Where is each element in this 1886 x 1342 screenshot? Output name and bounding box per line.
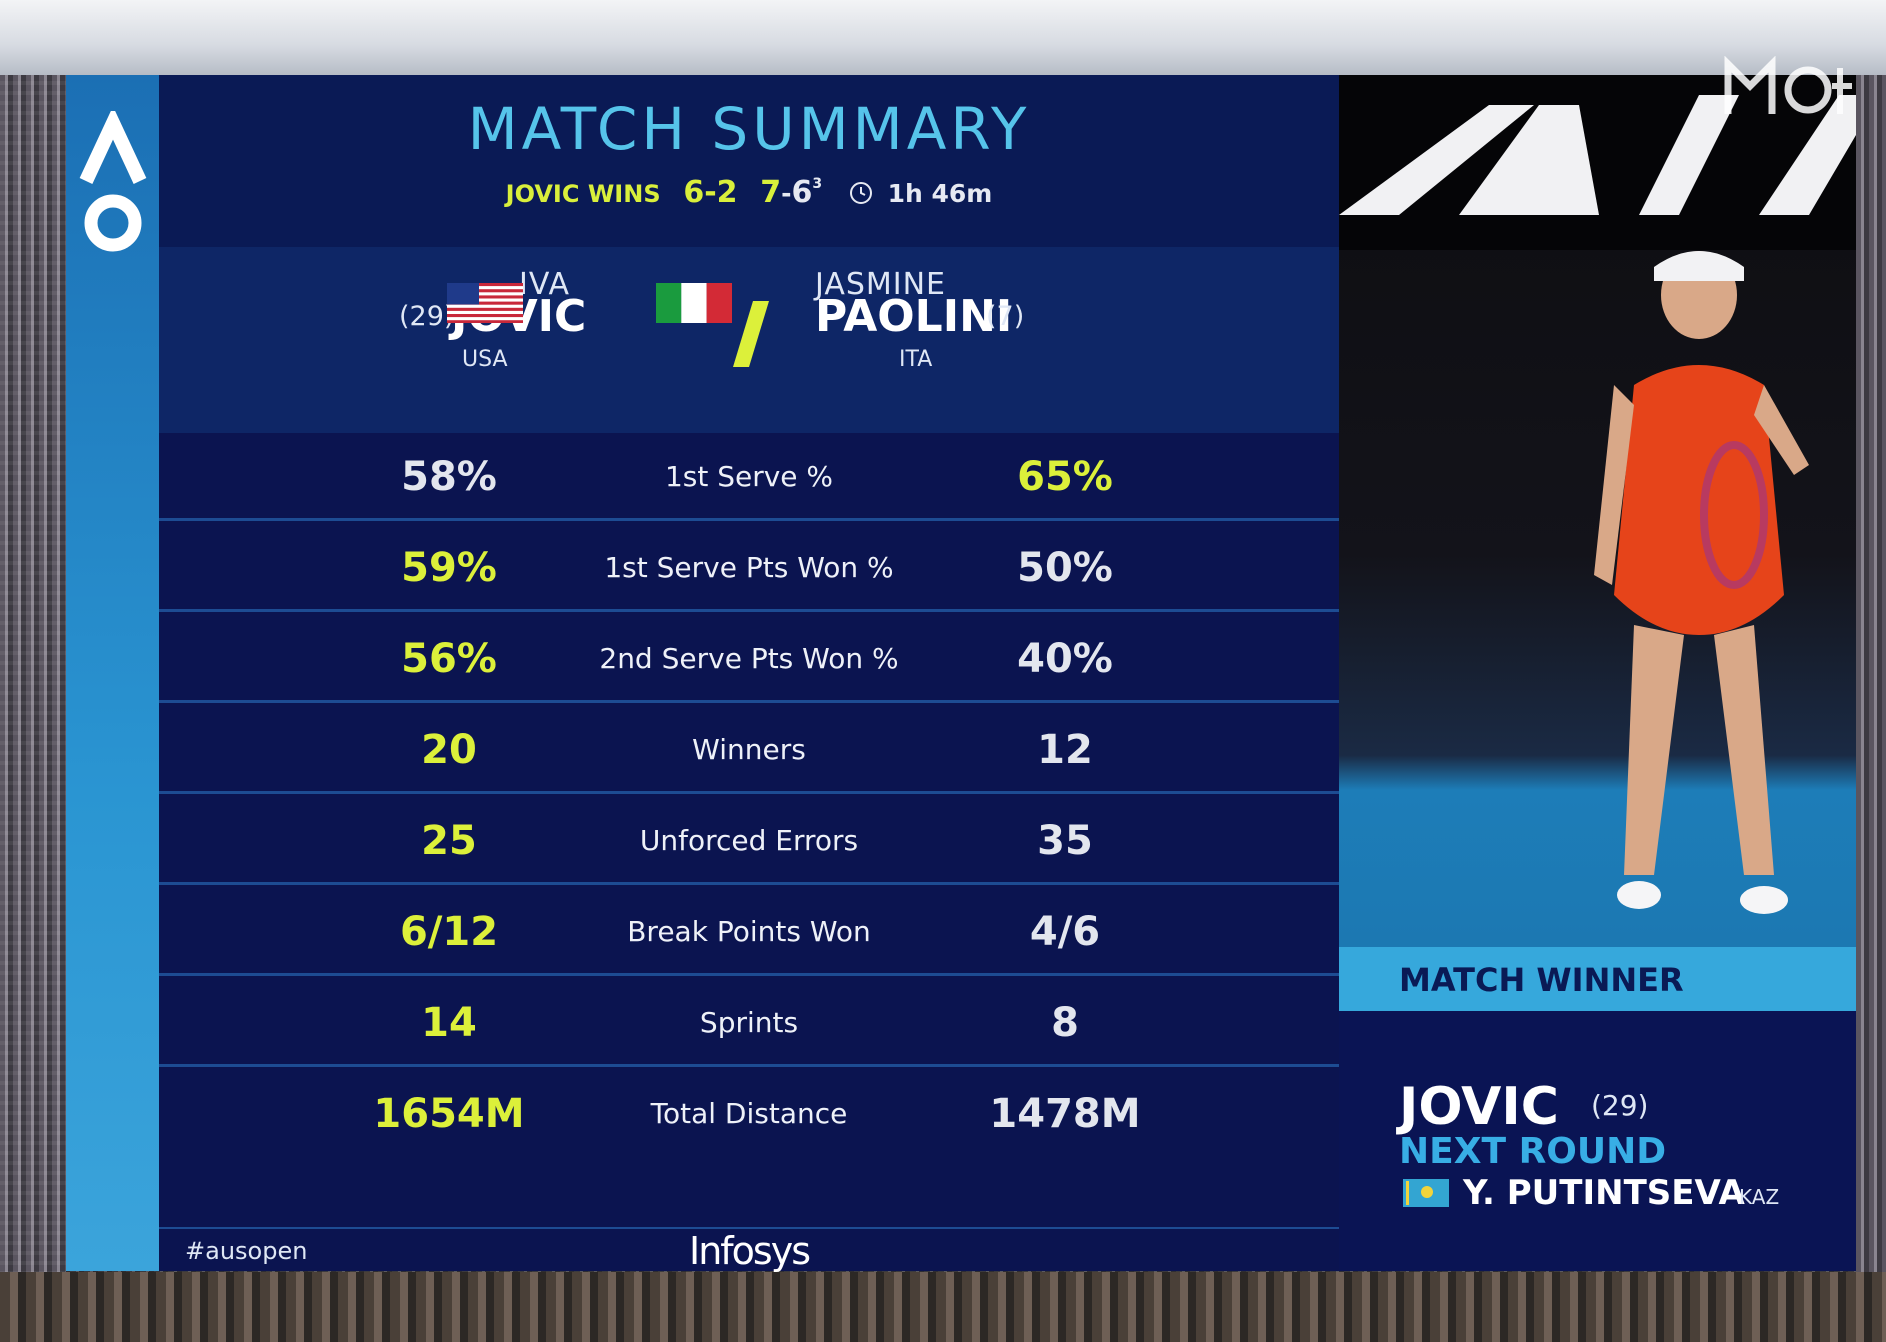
row-divider: [159, 609, 1339, 612]
stat-row: 56% 2nd Serve Pts Won % 40%: [159, 615, 1339, 703]
stat-row: 58% 1st Serve % 65%: [159, 433, 1339, 521]
stat-left-value: 25: [421, 818, 477, 864]
winner-name: JOVIC: [1399, 1077, 1559, 1137]
winner-seed: (29): [1591, 1089, 1649, 1122]
kazakhstan-flag-icon: [1403, 1179, 1449, 1207]
stat-label: 1st Serve Pts Won %: [604, 551, 894, 584]
kia-board-graphic: [1339, 95, 1856, 215]
italy-flag-icon: [656, 283, 732, 323]
match-winner-band: MATCH WINNER: [1339, 947, 1856, 1011]
stat-right-value: 40%: [1017, 636, 1113, 682]
row-divider: [159, 973, 1339, 976]
sponsor-logo: Infosys: [689, 1229, 811, 1273]
usa-flag-icon: [447, 283, 523, 323]
stat-left-value: 14: [421, 1000, 477, 1046]
stat-label: 1st Serve %: [664, 460, 834, 493]
stat-label: Unforced Errors: [639, 824, 859, 857]
versus-slash: [733, 301, 769, 367]
row-divider: [159, 518, 1339, 521]
page-title: MATCH SUMMARY: [467, 95, 1031, 163]
row-divider: [159, 700, 1339, 703]
crowd-bottom: [0, 1272, 1886, 1342]
match-winner-label: MATCH WINNER: [1399, 961, 1684, 999]
stat-label: Winners: [692, 733, 806, 766]
left-player-first-name: IVA: [519, 267, 570, 302]
crowd-left: [0, 75, 66, 1275]
broadcaster-logo-icon: [1724, 56, 1852, 114]
stat-row: 20 Winners 12: [159, 706, 1339, 794]
right-player-seed: (7): [986, 301, 1025, 332]
row-divider: [159, 882, 1339, 885]
stat-left-value: 6/12: [399, 909, 499, 955]
title-area: MATCH SUMMARY JOVIC WINS 6-2 7-63 1h 46m: [159, 75, 1339, 247]
left-player-seed: (29): [399, 301, 455, 332]
right-player-last-name: PAOLINI: [815, 291, 1013, 342]
stat-row: 59% 1st Serve Pts Won % 50%: [159, 524, 1339, 612]
stat-label: Total Distance: [650, 1097, 848, 1130]
match-winner-panel: MATCH WINNER JOVIC (29) NEXT ROUND Y. PU…: [1339, 947, 1856, 1271]
stat-right-value: 1478M: [989, 1091, 1141, 1137]
result-line: JOVIC WINS 6-2 7-63 1h 46m: [159, 175, 1339, 210]
match-summary-panel: MATCH SUMMARY JOVIC WINS 6-2 7-63 1h 46m…: [159, 75, 1339, 1273]
stat-left-value: 59%: [401, 545, 497, 591]
next-opponent-country: KAZ: [1739, 1185, 1780, 1209]
stat-right-value: 8: [1051, 1000, 1079, 1046]
crowd-right: [1856, 75, 1886, 1275]
sponsor-board: [1339, 75, 1856, 250]
panel-footer: #ausopen Infosys: [159, 1227, 1339, 1273]
set2-score-a: 7: [760, 175, 782, 210]
stat-left-value: 1654M: [373, 1091, 525, 1137]
player-figure: [1594, 251, 1809, 914]
stat-row: 14 Sprints 8: [159, 979, 1339, 1067]
row-divider: [159, 791, 1339, 794]
stat-row: 6/12 Break Points Won 4/6: [159, 888, 1339, 976]
stat-left-value: 20: [421, 727, 477, 773]
stat-left-value: 56%: [401, 636, 497, 682]
set1-score: 6-2: [683, 175, 738, 210]
stat-label: Sprints: [699, 1006, 799, 1039]
stat-label: 2nd Serve Pts Won %: [599, 642, 899, 675]
next-opponent-name: Y. PUTINTSEVA: [1463, 1173, 1745, 1213]
right-player-first-name: JASMINE: [815, 267, 947, 302]
ao-logo-icon: [79, 111, 147, 252]
match-duration: 1h 46m: [887, 179, 993, 208]
stat-right-value: 4/6: [1029, 909, 1101, 955]
left-player-country: USA: [462, 347, 508, 372]
clock-icon: [849, 182, 872, 204]
hashtag: #ausopen: [185, 1237, 308, 1265]
right-player-country: ITA: [899, 347, 933, 372]
stat-right-value: 50%: [1017, 545, 1113, 591]
ao-sidebar: [66, 75, 159, 1271]
players-area: IVA (29) JOVIC USA JASMINE PAOLINI (7) I…: [159, 247, 1339, 433]
stadium-roof: [0, 0, 1886, 75]
stat-label: Break Points Won: [627, 915, 871, 948]
stat-right-value: 35: [1037, 818, 1093, 864]
result-text: JOVIC WINS: [505, 180, 661, 208]
stat-row: 25 Unforced Errors 35: [159, 797, 1339, 885]
set2-dash: -: [781, 179, 792, 208]
row-divider: [159, 1064, 1339, 1067]
tiebreak-score: 3: [812, 176, 823, 192]
stat-left-value: 58%: [401, 454, 497, 500]
set2-score-b: 6: [791, 175, 813, 210]
player-photo: [1339, 75, 1856, 947]
stat-right-value: 65%: [1017, 454, 1113, 500]
next-round-label: NEXT ROUND: [1399, 1131, 1667, 1172]
stat-right-value: 12: [1037, 727, 1093, 773]
stat-row: 1654M Total Distance 1478M: [159, 1070, 1339, 1158]
